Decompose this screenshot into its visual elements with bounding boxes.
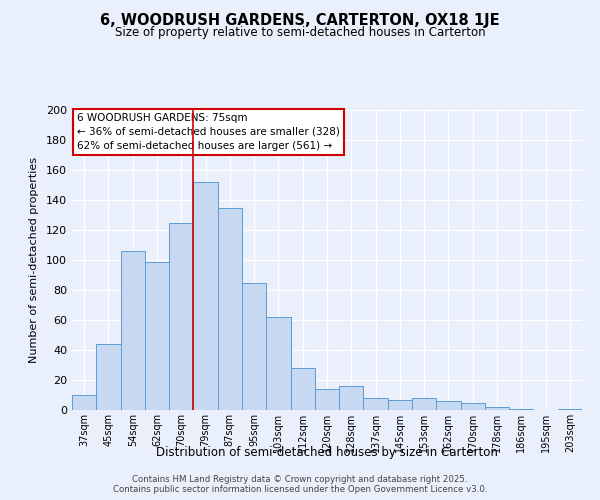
- Bar: [290, 368, 315, 410]
- Bar: [242, 282, 266, 410]
- Bar: [121, 251, 145, 410]
- Bar: [218, 208, 242, 410]
- Bar: [558, 408, 582, 410]
- Bar: [485, 407, 509, 410]
- Bar: [436, 401, 461, 410]
- Text: 6 WOODRUSH GARDENS: 75sqm
← 36% of semi-detached houses are smaller (328)
62% of: 6 WOODRUSH GARDENS: 75sqm ← 36% of semi-…: [77, 113, 340, 151]
- Bar: [145, 262, 169, 410]
- Text: Contains public sector information licensed under the Open Government Licence v3: Contains public sector information licen…: [113, 484, 487, 494]
- Y-axis label: Number of semi-detached properties: Number of semi-detached properties: [29, 157, 39, 363]
- Bar: [461, 402, 485, 410]
- Bar: [315, 389, 339, 410]
- Text: 6, WOODRUSH GARDENS, CARTERTON, OX18 1JE: 6, WOODRUSH GARDENS, CARTERTON, OX18 1JE: [100, 12, 500, 28]
- Bar: [193, 182, 218, 410]
- Bar: [169, 222, 193, 410]
- Bar: [96, 344, 121, 410]
- Text: Size of property relative to semi-detached houses in Carterton: Size of property relative to semi-detach…: [115, 26, 485, 39]
- Bar: [72, 395, 96, 410]
- Bar: [412, 398, 436, 410]
- Bar: [339, 386, 364, 410]
- Bar: [509, 408, 533, 410]
- Text: Distribution of semi-detached houses by size in Carterton: Distribution of semi-detached houses by …: [156, 446, 498, 459]
- Bar: [364, 398, 388, 410]
- Text: Contains HM Land Registry data © Crown copyright and database right 2025.: Contains HM Land Registry data © Crown c…: [132, 476, 468, 484]
- Bar: [266, 317, 290, 410]
- Bar: [388, 400, 412, 410]
